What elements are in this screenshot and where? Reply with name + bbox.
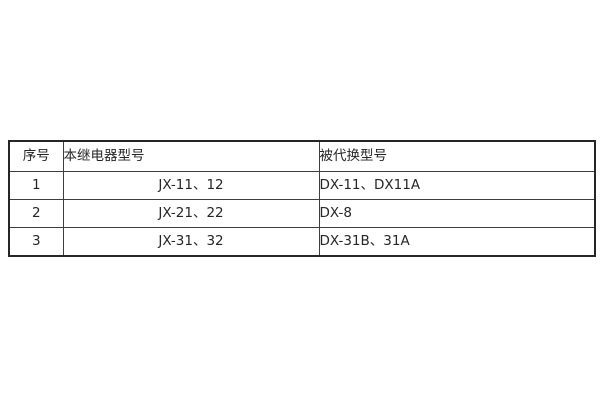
column-header-replaced-model: 被代换型号: [318, 140, 596, 172]
row-index-value: 3: [8, 227, 64, 257]
replaced-model-value: DX-8: [318, 199, 596, 228]
table-header-row: 序号 本继电器型号 被代换型号: [8, 140, 596, 172]
column-header-index: 序号: [8, 140, 64, 172]
replaced-model-value: DX-11、DX11A: [318, 171, 596, 200]
replaced-model-value: DX-31B、31A: [318, 227, 596, 257]
table-row: 2 JX-21、22 DX-8: [8, 199, 596, 228]
current-model-value: JX-21、22: [62, 199, 320, 228]
row-index-value: 1: [8, 171, 64, 200]
current-model-value: JX-31、32: [62, 227, 320, 257]
column-header-current-model: 本继电器型号: [62, 140, 320, 172]
table-row: 1 JX-11、12 DX-11、DX11A: [8, 171, 596, 200]
table-row: 3 JX-31、32 DX-31B、31A: [8, 227, 596, 257]
current-model-value: JX-11、12: [62, 171, 320, 200]
relay-replacement-table: 序号 本继电器型号 被代换型号 1 JX-11、12 DX-11、DX11A 2…: [8, 140, 596, 257]
row-index-value: 2: [8, 199, 64, 228]
